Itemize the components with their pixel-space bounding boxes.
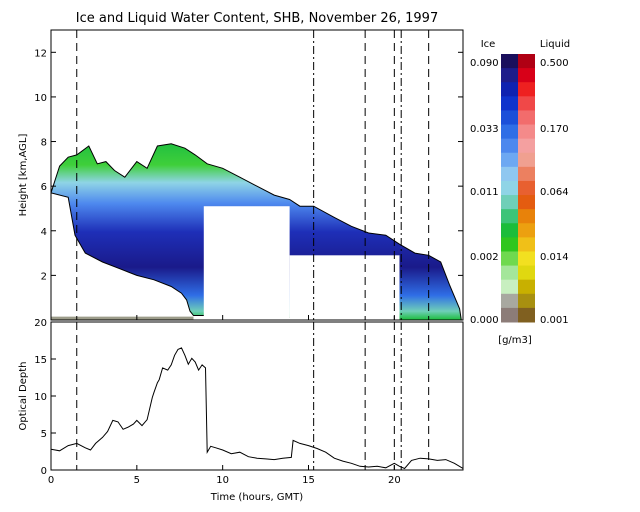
- liquid-color-cell: [518, 54, 535, 69]
- optical-depth-panel: 0 5 10 15 20 0 5 10 15 20: [34, 318, 464, 486]
- ice-colorbar-tick-label: 0.090: [470, 58, 499, 69]
- liquid-colorbar-tick-label: 0.014: [540, 252, 569, 263]
- height-axis-label: Height [km,AGL]: [18, 134, 29, 217]
- ice-color-cell: [501, 152, 518, 168]
- height-tick-label: 12: [34, 48, 47, 59]
- liquid-color-cell: [518, 237, 535, 252]
- ice-color-cell: [501, 251, 518, 267]
- cloud-image-panel: 2 4 6 8 10 12: [34, 29, 464, 321]
- time-tick-label: 5: [134, 475, 140, 486]
- height-tick-label: 4: [41, 227, 47, 238]
- optical-depth-tick-label: 10: [34, 392, 47, 403]
- liquid-color-cell: [518, 195, 535, 210]
- ice-color-cell: [501, 68, 518, 83]
- colorbar: Ice Liquid 0.090 0.033 0.011 0.002 0.000 0.50…: [470, 39, 570, 346]
- ice-color-cell: [501, 237, 518, 252]
- ice-color-cell: [501, 265, 518, 281]
- liquid-color-cell: [518, 293, 535, 309]
- optical-depth-axis-label: Optical Depth: [18, 362, 29, 431]
- ice-color-cell: [501, 180, 518, 196]
- surface-layer: [51, 316, 194, 320]
- liquid-color-cell: [518, 138, 535, 154]
- optical-depth-tick-label: 0: [41, 466, 47, 477]
- liquid-color-cell: [518, 124, 535, 140]
- chart-title: Ice and Liquid Water Content, SHB, Novem…: [76, 11, 438, 26]
- ice-colorbar-tick-label: 0.011: [470, 187, 499, 198]
- ice-color-cell: [501, 54, 518, 69]
- liquid-color-cell: [518, 166, 535, 182]
- liquid-color-cell: [518, 82, 535, 97]
- ice-color-cell: [501, 223, 518, 238]
- liquid-colorbar-tick-label: 0.001: [540, 315, 569, 326]
- liquid-colorbar-tick-label: 0.500: [540, 58, 569, 69]
- ice-colorbar-tick-label: 0.033: [470, 124, 499, 135]
- colorbar-ice-label: Ice: [481, 39, 496, 50]
- liquid-colorbar-tick-label: 0.170: [540, 124, 569, 135]
- liquid-color-cell: [518, 180, 535, 196]
- ice-color-cell: [501, 124, 518, 140]
- liquid-color-cell: [518, 279, 535, 295]
- liquid-color-cell: [518, 152, 535, 168]
- optical-depth-series-line: [51, 347, 463, 470]
- liquid-color-cell: [518, 251, 535, 267]
- optical-depth-tick-label: 15: [34, 355, 47, 366]
- ice-color-cell: [501, 82, 518, 97]
- height-tick-label: 10: [34, 93, 47, 104]
- ice-colorbar-tick-label: 0.002: [470, 252, 499, 263]
- ice-color-cell: [501, 166, 518, 182]
- height-tick-label: 6: [41, 182, 47, 193]
- optical-depth-tick-label: 20: [34, 318, 47, 329]
- liquid-color-cell: [518, 96, 535, 111]
- ice-color-cell: [501, 279, 518, 295]
- ice-color-cell: [501, 96, 518, 111]
- liquid-color-cell: [518, 68, 535, 83]
- ice-color-cell: [501, 209, 518, 224]
- height-tick-label: 8: [41, 138, 47, 149]
- ice-color-cell: [501, 307, 518, 323]
- time-axis-label: Time (hours, GMT): [210, 492, 304, 503]
- liquid-color-cell: [518, 307, 535, 323]
- liquid-color-cell: [518, 223, 535, 238]
- cloud-panel-frame: [50, 29, 464, 321]
- no-data-gap-1: [289, 255, 400, 320]
- colorbar-units-label: [g/m3]: [498, 335, 532, 346]
- ice-color-cell: [501, 293, 518, 309]
- ice-color-cell: [501, 110, 518, 126]
- ice-color-cell: [501, 138, 518, 154]
- time-tick-label: 15: [302, 475, 315, 486]
- optical-depth-tick-label: 5: [41, 429, 47, 440]
- height-tick-label: 2: [41, 271, 47, 282]
- liquid-color-cell: [518, 265, 535, 281]
- liquid-color-cell: [518, 110, 535, 126]
- liquid-colorbar-tick-label: 0.064: [540, 187, 569, 198]
- liquid-color-cell: [518, 209, 535, 224]
- colorbar-liquid-label: Liquid: [540, 39, 570, 50]
- time-tick-label: 10: [216, 475, 229, 486]
- no-data-gap-0: [203, 206, 290, 320]
- time-tick-label: 0: [48, 475, 54, 486]
- time-tick-label: 20: [388, 475, 401, 486]
- ice-color-cell: [501, 195, 518, 210]
- ice-colorbar-tick-label: 0.000: [470, 315, 499, 326]
